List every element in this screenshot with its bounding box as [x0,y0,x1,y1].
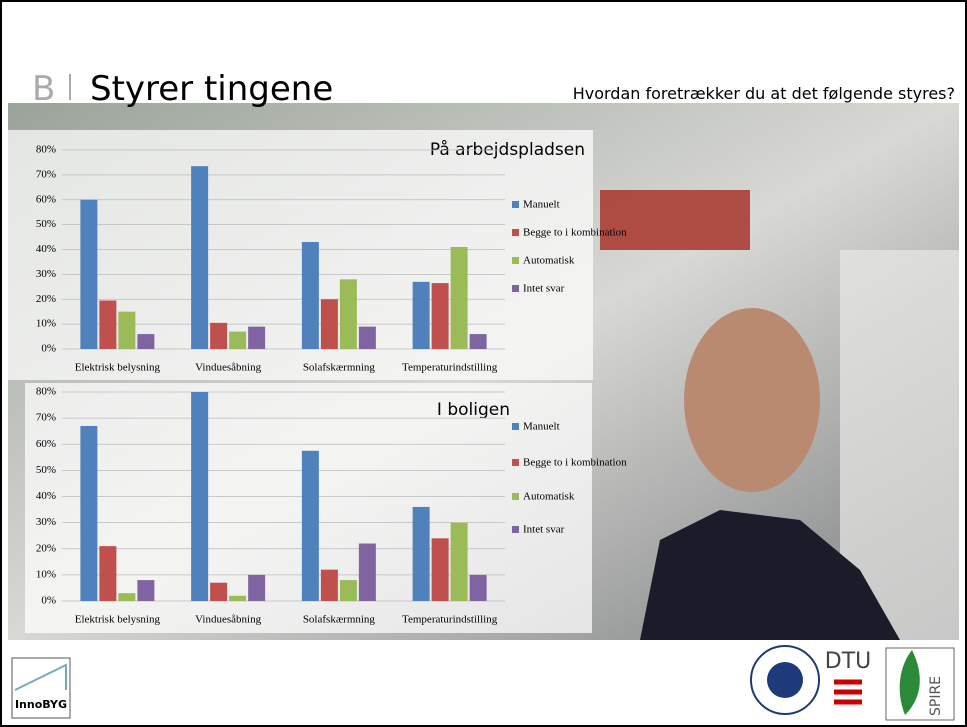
bar [137,580,154,601]
chart-title: På arbejdspladsen [430,139,585,160]
y-tick-label: 10% [36,568,56,580]
y-tick-label: 50% [36,218,56,230]
bar [340,279,357,349]
y-tick-label: 80% [36,386,56,398]
y-tick-label: 10% [36,318,56,330]
y-tick-label: 40% [36,490,56,502]
bar [302,451,319,601]
bar [210,583,227,601]
bar [229,332,246,349]
legend-label: Automatisk [523,491,575,503]
y-tick-label: 20% [36,542,56,554]
y-tick-label: 30% [36,516,56,528]
slide-question: Hvordan foretrækker du at det følgende s… [573,84,955,103]
bar [432,538,449,601]
legend-swatch [512,526,519,533]
bar [80,200,97,349]
x-tick-label: Vinduesåbning [195,362,261,374]
bar [248,575,265,601]
logo-text: InnoBYG [15,698,67,711]
bar [248,327,265,349]
legend-label: Manuelt [523,199,560,211]
y-tick-label: 60% [36,193,56,205]
legend-label: Intet svar [523,524,565,536]
x-tick-label: Temperaturindstilling [402,614,498,626]
bar [321,299,338,349]
person-head [684,308,820,492]
slide-title: Styrer tingene [90,69,333,109]
bar [451,523,468,601]
y-tick-label: 50% [36,464,56,476]
legend-swatch [512,493,519,500]
x-tick-label: Solafskærmning [303,614,376,626]
legend-swatch [512,229,519,236]
legend-swatch [512,201,519,208]
legend-swatch [512,285,519,292]
bar [191,392,208,601]
y-tick-label: 20% [36,293,56,305]
bar [302,242,319,349]
bar [118,593,135,601]
university-logo-tree [767,662,803,698]
page: B Styrer tingene Hvordan foretrækker du … [0,0,967,727]
bar [137,334,154,349]
legend-swatch [512,257,519,264]
legend-label: Begge to i kombination [523,457,627,469]
y-tick-label: 70% [36,168,56,180]
legend-swatch [512,459,519,466]
x-tick-label: Vinduesåbning [195,614,261,626]
bar [359,327,376,349]
bar [413,282,430,349]
x-tick-label: Elektrisk belysning [75,614,161,626]
slide-letter: B [32,69,55,109]
x-tick-label: Temperaturindstilling [402,362,498,374]
x-tick-label: Elektrisk belysning [75,362,161,374]
bar [413,507,430,601]
y-tick-label: 0% [41,343,56,355]
legend-label: Automatisk [523,255,575,267]
legend-label: Manuelt [523,421,560,433]
y-tick-label: 80% [36,144,56,156]
legend-label: Intet svar [523,283,565,295]
bar [470,575,487,601]
y-tick-label: 60% [36,438,56,450]
bar [451,247,468,349]
y-tick-label: 30% [36,268,56,280]
bar [229,596,246,601]
x-tick-label: Solafskærmning [303,362,376,374]
y-tick-label: 40% [36,243,56,255]
bar [210,323,227,349]
bar [359,544,376,601]
legend-label: Begge to i kombination [523,227,627,239]
bar [470,334,487,349]
bar [191,166,208,349]
slide: B Styrer tingene Hvordan foretrækker du … [0,0,967,727]
bar [432,283,449,349]
bar [99,546,116,601]
legend-swatch [512,423,519,430]
y-tick-label: 0% [41,595,56,607]
chart-title: I boligen [437,400,510,420]
bar [80,426,97,601]
bar [99,300,116,349]
y-tick-label: 70% [36,412,56,424]
logo-text: DTU [825,649,871,674]
bar [321,570,338,601]
photo-detail [600,190,750,250]
bar [340,580,357,601]
logo-text: SPIRE [928,676,944,716]
bar [118,312,135,349]
